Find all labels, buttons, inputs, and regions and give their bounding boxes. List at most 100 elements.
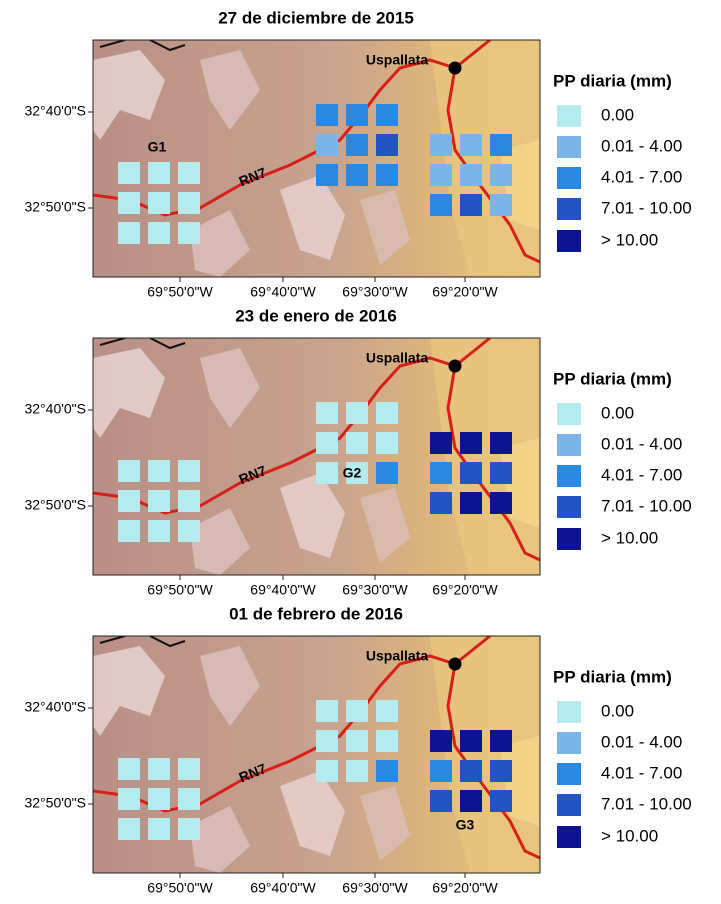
grid-cell	[118, 818, 140, 840]
grid-cell	[460, 194, 482, 216]
panel: 27 de diciembre de 2015UspallataRN7G132°…	[24, 8, 691, 299]
grid-cell	[376, 104, 398, 126]
y-tick-label: 32°40'0"S	[24, 699, 86, 715]
grid-cell	[430, 194, 452, 216]
grid-cell	[148, 758, 170, 780]
legend-label: 0.00	[601, 701, 634, 720]
x-tick-label: 69°30'0"W	[342, 880, 408, 896]
figure: 27 de diciembre de 2015UspallataRN7G132°…	[0, 0, 721, 899]
grid-cell	[460, 462, 482, 484]
x-tick-label: 69°50'0"W	[147, 582, 213, 598]
grid-cell	[430, 760, 452, 782]
legend-swatch	[557, 434, 581, 456]
grid-cell	[346, 730, 368, 752]
grid-cell	[178, 222, 200, 244]
panel: 23 de enero de 2016UspallataRN7G232°40'0…	[24, 306, 691, 597]
legend-title: PP diaria (mm)	[553, 369, 672, 388]
town-label: Uspallata	[366, 648, 428, 664]
legend-swatch	[557, 794, 581, 816]
grid-cell	[178, 192, 200, 214]
y-tick-label: 32°40'0"S	[24, 103, 86, 119]
legend-swatch	[557, 732, 581, 754]
legend-swatch	[557, 701, 581, 723]
grid-cell	[490, 790, 512, 812]
legend-label: > 10.00	[601, 826, 658, 845]
grid-cell	[148, 192, 170, 214]
grid-cell	[346, 402, 368, 424]
grid-cell	[148, 520, 170, 542]
grid-cell	[376, 700, 398, 722]
panel-title: 23 de enero de 2016	[235, 306, 397, 325]
legend-swatch	[557, 496, 581, 518]
grid-cell	[346, 104, 368, 126]
town-point	[449, 360, 462, 373]
grid-cell	[490, 760, 512, 782]
grid-cell	[376, 730, 398, 752]
grid-cell	[316, 104, 338, 126]
grid-cell	[346, 432, 368, 454]
grid-cell	[178, 818, 200, 840]
grid-cell	[118, 162, 140, 184]
grid-cell	[178, 758, 200, 780]
grid-cell	[316, 462, 338, 484]
grid-cell	[316, 700, 338, 722]
legend-label: 0.00	[601, 403, 634, 422]
grid-cell	[148, 222, 170, 244]
grid-cell	[376, 134, 398, 156]
grid-cell	[178, 490, 200, 512]
legend-label: 4.01 - 7.00	[601, 763, 682, 782]
y-tick-label: 32°50'0"S	[24, 199, 86, 215]
legend-swatch	[557, 198, 581, 220]
legend-label: 4.01 - 7.00	[601, 167, 682, 186]
grid-cell	[490, 134, 512, 156]
grid-cell	[148, 788, 170, 810]
grid-cell	[316, 760, 338, 782]
grid-cell	[118, 222, 140, 244]
legend-label: 0.01 - 4.00	[601, 136, 682, 155]
grid-cell	[316, 402, 338, 424]
grid-cell	[316, 730, 338, 752]
grid-cell	[376, 462, 398, 484]
grid-cell	[460, 134, 482, 156]
grid-cell	[490, 194, 512, 216]
group-label: G2	[343, 465, 362, 481]
grid-cell	[430, 790, 452, 812]
legend-swatch	[557, 826, 581, 848]
y-tick-label: 32°40'0"S	[24, 401, 86, 417]
grid-cell	[346, 700, 368, 722]
group-label: G3	[456, 817, 475, 833]
grid-cell	[460, 760, 482, 782]
legend-swatch	[557, 465, 581, 487]
town-label: Uspallata	[366, 52, 428, 68]
grid-cell	[430, 432, 452, 454]
legend-swatch	[557, 528, 581, 550]
legend-swatch	[557, 230, 581, 252]
grid-cell	[118, 460, 140, 482]
grid-cell	[460, 790, 482, 812]
grid-cell	[460, 164, 482, 186]
legend-swatch	[557, 167, 581, 189]
legend-title: PP diaria (mm)	[553, 71, 672, 90]
x-tick-label: 69°50'0"W	[147, 880, 213, 896]
town-point	[449, 658, 462, 671]
grid-cell	[118, 758, 140, 780]
y-tick-label: 32°50'0"S	[24, 497, 86, 513]
group-label: G1	[148, 139, 167, 155]
grid-cell	[490, 462, 512, 484]
legend-label: 0.00	[601, 105, 634, 124]
grid-cell	[430, 462, 452, 484]
grid-cell	[460, 492, 482, 514]
grid-cell	[148, 162, 170, 184]
grid-cell	[118, 788, 140, 810]
grid-cell	[490, 492, 512, 514]
grid-cell	[316, 134, 338, 156]
x-tick-label: 69°20'0"W	[432, 880, 498, 896]
legend-label: > 10.00	[601, 528, 658, 547]
panel-title: 27 de diciembre de 2015	[218, 8, 414, 27]
grid-cell	[346, 164, 368, 186]
grid-cell	[178, 520, 200, 542]
town-label: Uspallata	[366, 350, 428, 366]
grid-cell	[148, 818, 170, 840]
legend-label: 0.01 - 4.00	[601, 732, 682, 751]
grid-cell	[490, 164, 512, 186]
